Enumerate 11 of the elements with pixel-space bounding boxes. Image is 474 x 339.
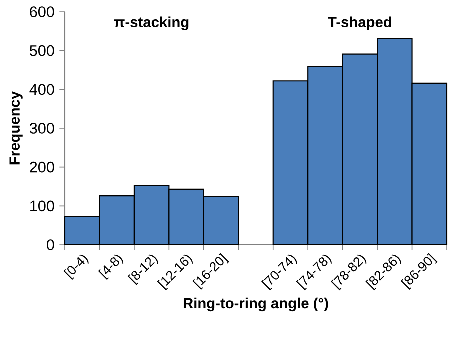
y-tick-label: 500 [30, 45, 54, 56]
y-axis-title: Frequency [10, 92, 23, 165]
y-tick-label: 400 [30, 84, 54, 96]
y-tick-label: 0 [47, 240, 54, 250]
y-tick-label: 600 [30, 6, 54, 18]
y-tick-label: 100 [30, 200, 54, 212]
y-tick-label: 300 [30, 123, 54, 134]
x-axis-title: Ring-to-ring angle (°) [184, 298, 328, 312]
y-tick-label: 200 [30, 162, 54, 173]
annotation: π-stacking [114, 16, 189, 30]
annotation: T-shaped [328, 16, 392, 30]
